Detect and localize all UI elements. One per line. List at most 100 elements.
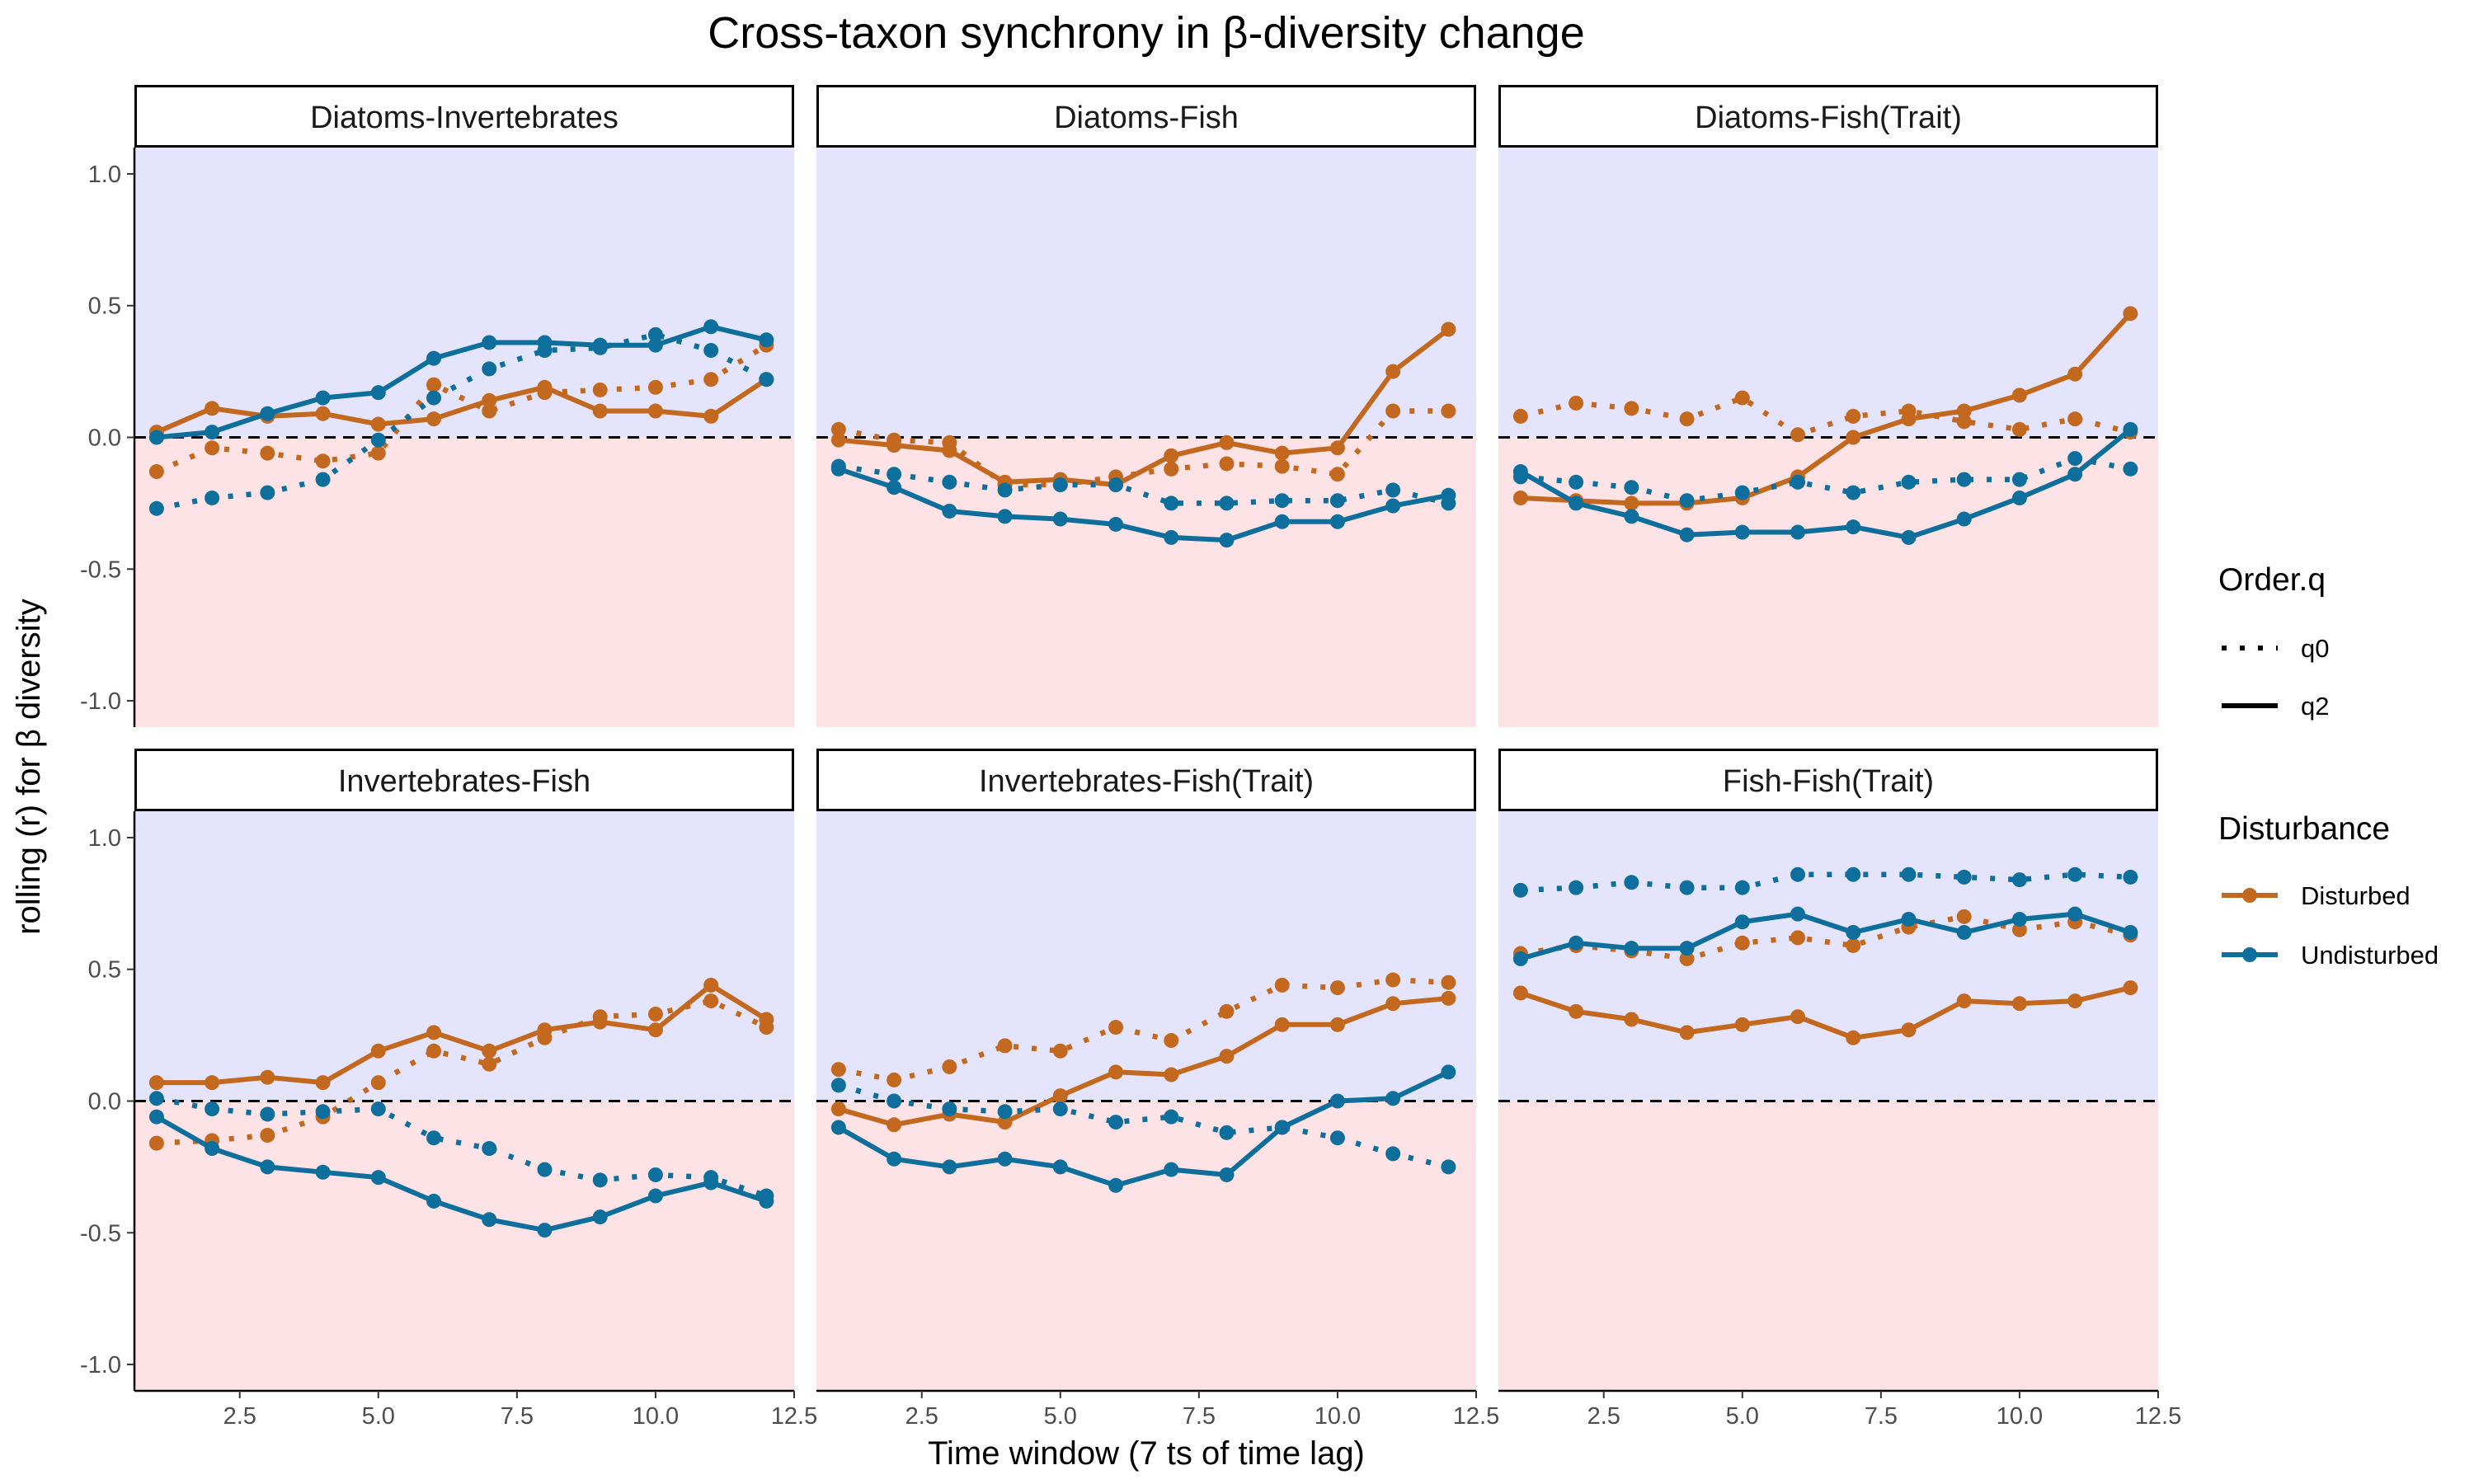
legend-key-point-undisturbed bbox=[2242, 947, 2257, 962]
series-undisturbed-q2-point bbox=[1790, 906, 1806, 922]
series-disturbed-q2-point bbox=[1846, 430, 1861, 445]
x-tick-label: 7.5 bbox=[1865, 1403, 1898, 1430]
series-disturbed-q0-point bbox=[1052, 1043, 1068, 1059]
series-undisturbed-q2-point bbox=[1164, 529, 1179, 545]
series-disturbed-q2-point bbox=[537, 1022, 553, 1038]
series-undisturbed-q2-point bbox=[315, 390, 331, 406]
series-undisturbed-q2-point bbox=[1385, 498, 1401, 514]
series-disturbed-q2-point bbox=[1512, 490, 1528, 505]
series-disturbed-q0-point bbox=[1329, 980, 1345, 996]
series-disturbed-q0-point bbox=[148, 1135, 164, 1151]
series-disturbed-q2-point bbox=[1274, 1017, 1290, 1032]
series-disturbed-q0-point bbox=[1734, 935, 1750, 951]
series-disturbed-q2-point bbox=[1385, 996, 1401, 1012]
series-undisturbed-q0-point bbox=[997, 482, 1013, 498]
series-undisturbed-q2-point bbox=[1052, 511, 1068, 527]
panel-fish-fish-trait: Fish-Fish(Trait) 2.5 5.0 7.5 10.0 12.5 bbox=[1498, 749, 2181, 1430]
positive-band bbox=[1498, 148, 2158, 438]
series-undisturbed-q0-point bbox=[830, 1078, 846, 1093]
series-disturbed-q2-point bbox=[2123, 980, 2138, 996]
series-undisturbed-q2-point bbox=[1441, 1064, 1456, 1080]
series-undisturbed-q2-point bbox=[1846, 924, 1861, 940]
series-undisturbed-q0-point bbox=[887, 467, 902, 482]
series-undisturbed-q2-point bbox=[1441, 487, 1456, 503]
legend-label-q2: q2 bbox=[2301, 692, 2329, 721]
series-disturbed-q0-point bbox=[647, 1007, 663, 1022]
series-disturbed-q0-point bbox=[830, 421, 846, 437]
x-tick-label: 2.5 bbox=[1587, 1403, 1620, 1430]
x-tick-label: 2.5 bbox=[223, 1403, 256, 1430]
series-undisturbed-q0-point bbox=[1734, 880, 1750, 895]
series-disturbed-q0-point bbox=[1846, 408, 1861, 424]
series-undisturbed-q2-point bbox=[370, 1170, 386, 1186]
series-undisturbed-q0-point bbox=[2011, 872, 2027, 888]
series-disturbed-q2-point bbox=[1108, 1064, 1124, 1080]
series-disturbed-q2-point bbox=[703, 408, 719, 424]
x-tick-label: 10.0 bbox=[1997, 1403, 2043, 1430]
negative-band bbox=[134, 437, 794, 727]
series-disturbed-q2-point bbox=[887, 1117, 902, 1133]
series-disturbed-q2-point bbox=[830, 1101, 846, 1117]
series-undisturbed-q0-point bbox=[1790, 866, 1806, 882]
series-disturbed-q2-line bbox=[838, 327, 1451, 487]
series-undisturbed-q2-point bbox=[1219, 1167, 1235, 1182]
series-undisturbed-q0-point bbox=[703, 343, 719, 359]
facet-strip bbox=[816, 749, 1476, 811]
series-undisturbed-q2-line bbox=[156, 324, 768, 440]
series-disturbed-q0-point bbox=[1679, 951, 1695, 966]
facet-strip bbox=[134, 749, 794, 811]
facet-strip-label: Invertebrates-Fish bbox=[338, 764, 590, 799]
series-disturbed-q0-point bbox=[1846, 937, 1861, 953]
series-undisturbed-q2-point bbox=[205, 1141, 220, 1157]
series-undisturbed-q0-point bbox=[537, 1162, 553, 1177]
series-undisturbed-q0-point bbox=[942, 474, 957, 490]
series-undisturbed-q2-line bbox=[1519, 427, 2133, 540]
series-undisturbed-q0-point bbox=[1512, 882, 1528, 898]
facet-strip-label: Diatoms-Fish(Trait) bbox=[1695, 101, 1962, 135]
series-undisturbed-q2-point bbox=[260, 406, 275, 421]
series-undisturbed-q0-point bbox=[1164, 1109, 1179, 1125]
positive-band bbox=[134, 148, 794, 438]
series-undisturbed-q0-point bbox=[148, 1091, 164, 1106]
series-undisturbed-q2-point bbox=[759, 332, 774, 348]
series-undisturbed-q2-point bbox=[1956, 924, 1972, 940]
series-undisturbed-q2-point bbox=[482, 335, 497, 350]
series-undisturbed-q0-point bbox=[1846, 485, 1861, 500]
panel-diatoms-invertebrates: Diatoms-Invertebrates -1.0 -0.5 0.0 0.5 1.0 bbox=[80, 85, 794, 727]
series-disturbed-q0-point bbox=[260, 1128, 275, 1144]
series-disturbed-q2-point bbox=[703, 977, 719, 993]
series-disturbed-q2-point bbox=[1441, 322, 1456, 337]
series-undisturbed-q2-point bbox=[1512, 951, 1528, 966]
x-axis-title: Time window (7 ts of time lag) bbox=[928, 1435, 1365, 1472]
series-undisturbed-q0-point bbox=[1569, 880, 1584, 895]
series-disturbed-q2-point bbox=[1624, 495, 1639, 511]
series-disturbed-q0-point bbox=[1329, 467, 1345, 482]
positive-band bbox=[134, 811, 794, 1101]
series-undisturbed-q0-point bbox=[205, 490, 220, 505]
series-disturbed-q0-line bbox=[155, 342, 769, 474]
series-disturbed-q0-point bbox=[647, 379, 663, 395]
series-undisturbed-q2-point bbox=[592, 1209, 608, 1225]
series-undisturbed-q0-point bbox=[260, 485, 275, 500]
series-undisturbed-q2-point bbox=[997, 509, 1013, 524]
series-disturbed-q2-point bbox=[1790, 1009, 1806, 1025]
series-undisturbed-q0-point bbox=[1901, 866, 1917, 882]
x-tick-label: 5.0 bbox=[1726, 1403, 1759, 1430]
series-disturbed-q0-point bbox=[703, 372, 719, 387]
x-tick-label: 12.5 bbox=[2135, 1403, 2181, 1430]
series-undisturbed-q2-point bbox=[1274, 514, 1290, 529]
series-disturbed-q2-point bbox=[1956, 993, 1972, 1009]
facet-strip bbox=[816, 85, 1476, 148]
series-disturbed-q2-point bbox=[592, 403, 608, 419]
series-undisturbed-q2-point bbox=[1274, 1120, 1290, 1135]
negative-band bbox=[134, 1101, 794, 1391]
y-tick-label: 0.0 bbox=[88, 425, 121, 452]
series-undisturbed-q0-point bbox=[647, 326, 663, 342]
series-disturbed-q0-point bbox=[1790, 427, 1806, 443]
series-disturbed-q2-line bbox=[1520, 312, 2133, 506]
series-undisturbed-q2-point bbox=[2011, 912, 2027, 928]
series-disturbed-q2-point bbox=[482, 1043, 497, 1059]
series-undisturbed-q0-point bbox=[426, 390, 442, 406]
negative-band bbox=[816, 1101, 1476, 1391]
series-undisturbed-q2-point bbox=[426, 1193, 442, 1209]
